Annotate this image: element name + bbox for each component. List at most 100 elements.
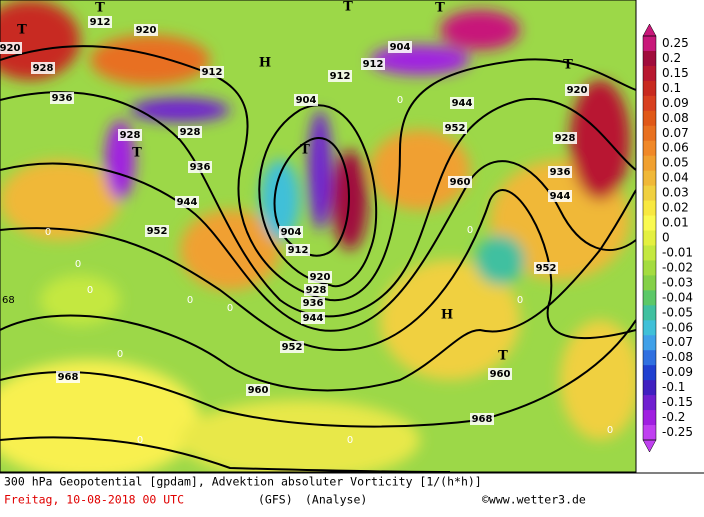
geopotential-contours bbox=[0, 45, 636, 472]
colorbar-label: -0.02 bbox=[662, 260, 693, 274]
colorbar-label: 0.01 bbox=[662, 216, 689, 230]
colorbar-label: -0.03 bbox=[662, 275, 693, 289]
contour-label: 912 bbox=[288, 245, 309, 256]
contour-label: 936 bbox=[190, 162, 211, 173]
colorbar-swatch bbox=[643, 410, 656, 426]
colorbar-swatch bbox=[643, 80, 656, 97]
edge-label: 68 bbox=[2, 295, 15, 306]
contour-label: 936 bbox=[52, 93, 73, 104]
label-bg bbox=[448, 176, 472, 188]
contour-label: 968 bbox=[58, 372, 79, 383]
zero-label: 0 bbox=[45, 227, 51, 238]
colorbar-swatch bbox=[643, 215, 656, 232]
pressure-center: H bbox=[441, 308, 453, 323]
pressure-center: T bbox=[300, 143, 310, 158]
footer-run: (Analyse) bbox=[305, 493, 367, 507]
label-bg bbox=[361, 58, 385, 70]
contour-label: 920 bbox=[136, 25, 157, 36]
colorbar-cap-bottom bbox=[642, 439, 657, 453]
colorbar-swatch bbox=[643, 230, 656, 246]
colorbar-label: 0.04 bbox=[662, 171, 689, 185]
pressure-center: T bbox=[95, 1, 105, 16]
label-bg bbox=[118, 129, 142, 141]
footer-date: Freitag, 10-08-2018 00 UTC bbox=[4, 493, 184, 507]
colorbar-label: 0.03 bbox=[662, 186, 689, 200]
contour-label: 912 bbox=[363, 59, 384, 70]
pressure-center: T bbox=[17, 23, 27, 38]
colorbar-swatch bbox=[643, 335, 656, 351]
label-bg bbox=[488, 368, 512, 380]
colorbar-swatch bbox=[643, 425, 656, 441]
label-bg bbox=[200, 66, 224, 78]
footer-model: (GFS) bbox=[258, 493, 293, 507]
label-bg bbox=[565, 84, 589, 96]
contour-label: 952 bbox=[282, 342, 303, 353]
label-bg bbox=[548, 166, 572, 178]
contour-label: 936 bbox=[550, 167, 571, 178]
zero-label: 0 bbox=[87, 285, 93, 296]
colorbar-swatch bbox=[643, 305, 656, 321]
colorbar-label: -0.05 bbox=[662, 305, 693, 319]
label-bg bbox=[304, 284, 328, 296]
colorbar-swatch bbox=[643, 50, 656, 67]
pressure-center: T bbox=[343, 0, 353, 15]
map bbox=[0, 0, 636, 472]
colorbar-label: -0.15 bbox=[662, 395, 693, 409]
colorbar-swatch bbox=[643, 245, 656, 261]
colorbar-label: 0.09 bbox=[662, 96, 689, 110]
label-bg bbox=[294, 94, 318, 106]
contour-label: 928 bbox=[180, 127, 201, 138]
colorbar-label: -0.07 bbox=[662, 335, 693, 349]
label-bg bbox=[301, 297, 325, 309]
zero-label: 0 bbox=[75, 259, 81, 270]
contour-label: 936 bbox=[303, 298, 324, 309]
colorbar-label: -0.06 bbox=[662, 320, 693, 334]
colorbar-label: -0.09 bbox=[662, 365, 693, 379]
zero-label: 0 bbox=[117, 349, 123, 360]
contour-label: 928 bbox=[120, 130, 141, 141]
contour-label: 968 bbox=[472, 414, 493, 425]
label-bg bbox=[286, 244, 310, 256]
label-bg bbox=[175, 196, 199, 208]
contour-label: 912 bbox=[202, 67, 223, 78]
zero-label: 0 bbox=[467, 225, 473, 236]
label-bg bbox=[301, 312, 325, 324]
colorbar-swatch bbox=[643, 395, 656, 411]
colorbar-swatch bbox=[643, 125, 656, 142]
colorbar-swatch bbox=[643, 290, 656, 306]
label-bg bbox=[246, 384, 270, 396]
colorbar-swatch bbox=[643, 140, 656, 157]
footer-credit: ©www.wetter3.de bbox=[482, 493, 586, 507]
contour-label: 960 bbox=[450, 177, 471, 188]
label-bg bbox=[470, 413, 494, 425]
label-bg bbox=[31, 62, 55, 74]
colorbar-swatch bbox=[643, 260, 656, 276]
colorbar-swatch bbox=[643, 380, 656, 396]
zero-label: 0 bbox=[607, 425, 613, 436]
colorbar-label: 0 bbox=[662, 231, 670, 245]
colorbar-label: 0.05 bbox=[662, 156, 689, 170]
colorbar-label: -0.25 bbox=[662, 425, 693, 439]
contour-label: 944 bbox=[452, 98, 473, 109]
vorticity-field bbox=[0, 0, 636, 472]
contour-label: 960 bbox=[248, 385, 269, 396]
label-bg bbox=[145, 225, 169, 237]
label-bg bbox=[388, 41, 412, 53]
colorbar-label: 0.07 bbox=[662, 126, 689, 140]
pressure-center: H bbox=[259, 56, 271, 71]
label-bg bbox=[553, 132, 577, 144]
contour-label: 912 bbox=[90, 17, 111, 28]
colorbar-cap-top bbox=[642, 23, 657, 37]
contour-label: 928 bbox=[555, 133, 576, 144]
colorbar-label: 0.1 bbox=[662, 81, 681, 95]
pressure-center: T bbox=[563, 58, 573, 73]
contour-label: 920 bbox=[0, 43, 20, 54]
contour-label: 944 bbox=[550, 191, 571, 202]
label-bg bbox=[56, 371, 80, 383]
contour-label: 928 bbox=[33, 63, 54, 74]
colorbar-frame bbox=[642, 35, 657, 441]
colorbar-swatch bbox=[643, 110, 656, 127]
label-bg bbox=[280, 341, 304, 353]
